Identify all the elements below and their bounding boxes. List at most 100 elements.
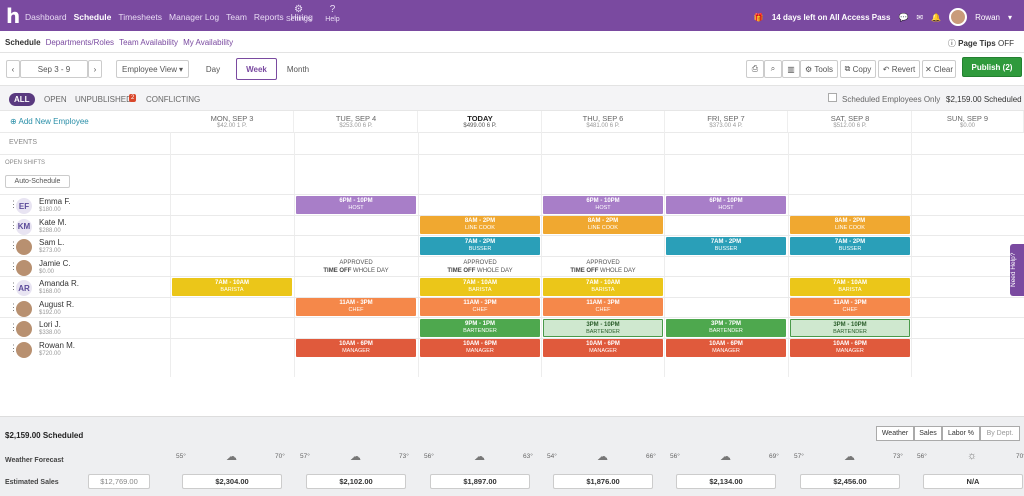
nav-reports[interactable]: Reports [253,12,284,22]
employee-info[interactable]: ⋮ Jamie C. $0.00 [0,257,170,277]
month-view-tab[interactable]: Month [280,60,316,78]
shift-block[interactable]: 11AM - 3PM CHEF [543,298,663,316]
filter-open[interactable]: OPEN [44,95,67,104]
day-sales-input[interactable]: $1,876.00 [553,474,653,489]
shift-block[interactable]: 8AM - 2PM LINE COOK [420,216,540,234]
time-off-block[interactable]: APPROVED TIME OFF WHOLE DAY [420,257,540,275]
shift-block[interactable]: 6PM - 10PM HOST [543,195,663,214]
shift-block[interactable]: 6PM - 10PM HOST [666,195,786,214]
chevron-down-icon[interactable]: ▾ [1007,12,1012,22]
shift-block[interactable]: 10AM - 6PM MANAGER [790,339,910,357]
employee-info[interactable]: ⋮ EF Emma F. $180.00 [0,195,170,215]
nav-schedule[interactable]: Schedule [73,12,112,22]
shift-block[interactable]: 7AM - 10AM BARISTA [790,277,910,296]
drag-handle-icon[interactable]: ⋮ [9,199,18,209]
copy-button[interactable]: ⧉ Copy [840,60,876,78]
shift-block[interactable]: 10AM - 6PM MANAGER [543,339,663,357]
prev-week-button[interactable]: ‹ [6,60,20,78]
shift-block[interactable]: 10AM - 6PM MANAGER [296,339,416,357]
trial-banner[interactable]: 14 days left on All Access Pass [771,12,891,22]
shift-block[interactable]: 3PM - 7PM BARTENDER [666,318,786,337]
homebase-logo[interactable]: h [6,4,21,28]
auto-schedule-button[interactable]: Auto-Schedule [5,175,70,188]
filter-all[interactable]: ALL [9,93,35,106]
shift-block[interactable]: 7AM - 2PM BUSSER [666,236,786,255]
drag-handle-icon[interactable]: ⋮ [9,322,18,332]
revert-button[interactable]: ↶ Revert [878,60,920,78]
clear-button[interactable]: ✕ Clear [922,60,956,78]
need-help-tab[interactable]: Need Help? [1010,244,1024,296]
sales-tab[interactable]: Sales [914,426,942,441]
labor-tab[interactable]: Labor % [942,426,980,441]
shift-block[interactable]: 7AM - 10AM BARISTA [543,277,663,296]
employee-info[interactable]: ⋮ Lori J. $338.00 [0,318,170,338]
nav-dashboard[interactable]: Dashboard [25,12,67,22]
shift-block[interactable]: 6PM - 10PM HOST [296,195,416,214]
help-link[interactable]: ? Help [325,4,340,23]
shift-block[interactable]: 8AM - 2PM LINE COOK [790,216,910,234]
drag-handle-icon[interactable]: ⋮ [9,240,18,250]
by-dept-tab[interactable]: By Dept. [980,426,1020,441]
day-sales-input[interactable]: $2,304.00 [182,474,282,489]
employee-info[interactable]: ⋮ KM Kate M. $288.00 [0,216,170,236]
user-avatar[interactable] [949,8,968,26]
add-employee-link[interactable]: ⊕ Add New Employee [10,117,89,126]
search-icon[interactable]: ⌕ [764,60,782,78]
nav-timesheets[interactable]: Timesheets [118,12,163,22]
subnav-schedule[interactable]: Schedule [5,38,41,47]
settings-link[interactable]: ⚙ Settings [286,4,312,23]
shift-block[interactable]: 11AM - 3PM CHEF [790,298,910,316]
drag-handle-icon[interactable]: ⋮ [9,260,18,271]
drag-handle-icon[interactable]: ⋮ [9,219,18,230]
filter-unpublished[interactable]: UNPUBLISHED [75,95,132,104]
week-view-tab[interactable]: Week [236,58,277,80]
publish-button[interactable]: Publish (2) [962,57,1022,77]
page-tips-toggle[interactable]: ⓘ Page Tips OFF [947,39,1014,48]
shift-block[interactable]: 11AM - 3PM CHEF [296,298,416,316]
day-sales-input[interactable]: $2,102.00 [306,474,406,489]
view-select[interactable]: Employee View ▾ [116,60,189,78]
nav-manager-log[interactable]: Manager Log [169,12,220,22]
time-off-block[interactable]: APPROVED TIME OFF WHOLE DAY [296,257,416,275]
shift-block[interactable]: 7AM - 10AM BARISTA [172,277,292,296]
bell-icon[interactable]: 🔔 [931,12,942,22]
shift-block[interactable]: 10AM - 6PM MANAGER [420,339,540,357]
day-sales-input[interactable]: $2,456.00 [800,474,900,489]
shift-block[interactable]: 3PM - 10PM BARTENDER [790,318,910,337]
shift-block[interactable]: 7AM - 10AM BARISTA [420,277,540,296]
shift-block[interactable]: 8AM - 2PM LINE COOK [543,216,663,234]
print-icon[interactable]: ⎙ [746,60,764,78]
scheduled-only-checkbox[interactable] [828,93,837,102]
subnav-team-availability[interactable]: Team Availability [119,38,179,47]
drag-handle-icon[interactable]: ⋮ [9,342,18,353]
drag-handle-icon[interactable]: ⋮ [9,281,18,291]
shift-block[interactable]: 9PM - 1PM BARTENDER [420,318,540,337]
employee-info[interactable]: ⋮ Sam L. $273.00 [0,236,170,256]
employee-info[interactable]: ⋮ Rowan M. $720.00 [0,339,170,359]
subnav-departments[interactable]: Departments/Roles [45,38,115,47]
messages-icon[interactable]: ✉ [916,12,924,22]
shift-block[interactable]: 10AM - 6PM MANAGER [666,339,786,357]
time-off-block[interactable]: APPROVED TIME OFF WHOLE DAY [543,257,663,275]
tools-button[interactable]: ⚙ Tools [800,60,838,78]
employee-info[interactable]: ⋮ August R. $192.00 [0,298,170,318]
filter-conflicting[interactable]: CONFLICTING [146,95,201,104]
shift-block[interactable]: 11AM - 3PM CHEF [420,298,540,316]
weather-tab[interactable]: Weather [876,426,914,441]
employee-info[interactable]: ⋮ AR Amanda R. $168.00 [0,277,170,297]
date-range-picker[interactable]: Sep 3 - 9 [20,60,88,78]
nav-team[interactable]: Team [226,12,247,22]
drag-handle-icon[interactable]: ⋮ [9,301,18,312]
nav-hiring[interactable]: Hiring [290,12,313,22]
next-week-button[interactable]: › [88,60,102,78]
day-sales-input[interactable]: $1,897.00 [430,474,530,489]
subnav-my-availability[interactable]: My Availability [183,38,234,47]
bar-chart-icon[interactable]: ▥ [782,60,800,78]
user-name[interactable]: Rowan [975,12,1000,22]
day-view-tab[interactable]: Day [196,60,230,78]
shift-block[interactable]: 7AM - 2PM BUSSER [420,236,540,255]
day-sales-input[interactable]: $2,134.00 [676,474,776,489]
shift-block[interactable]: 7AM - 2PM BUSSER [790,236,910,255]
shift-block[interactable]: 3PM - 10PM BARTENDER [543,318,663,337]
day-sales-input[interactable]: N/A [923,474,1023,489]
